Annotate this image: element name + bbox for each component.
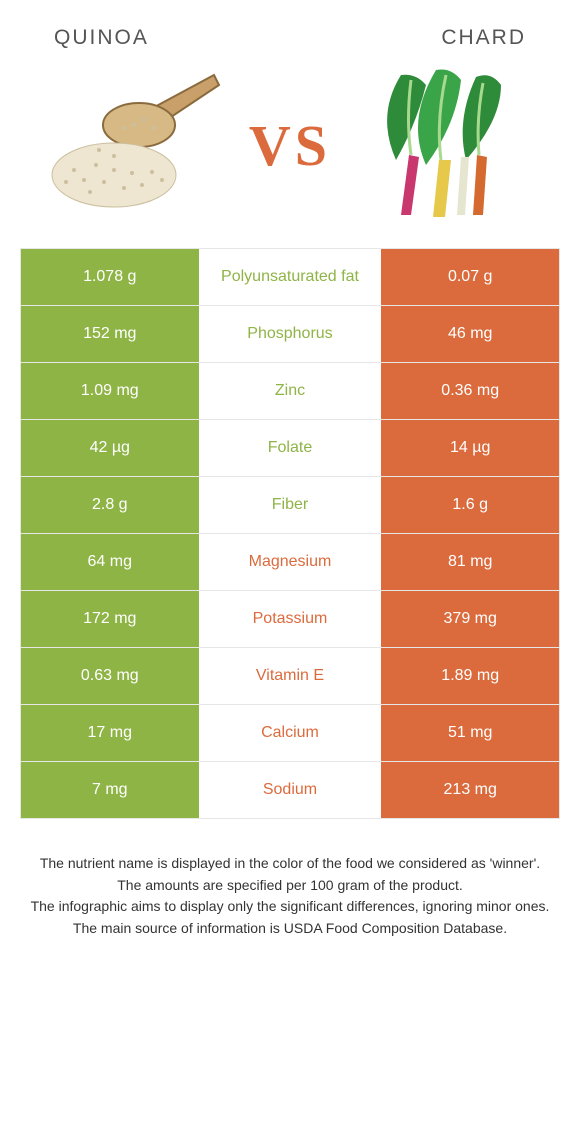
nutrient-label: Potassium: [199, 591, 382, 647]
right-value: 213 mg: [381, 762, 559, 818]
comparison-table: 1.078 g Polyunsaturated fat 0.07 g 152 m…: [20, 248, 560, 819]
table-row: 172 mg Potassium 379 mg: [21, 590, 559, 647]
table-row: 64 mg Magnesium 81 mg: [21, 533, 559, 590]
right-value: 81 mg: [381, 534, 559, 590]
nutrient-label: Magnesium: [199, 534, 382, 590]
left-value: 152 mg: [21, 306, 199, 362]
nutrient-label: Fiber: [199, 477, 382, 533]
left-value: 64 mg: [21, 534, 199, 590]
chard-icon: [371, 65, 521, 225]
table-row: 17 mg Calcium 51 mg: [21, 704, 559, 761]
right-value: 46 mg: [381, 306, 559, 362]
left-value: 17 mg: [21, 705, 199, 761]
table-row: 152 mg Phosphorus 46 mg: [21, 305, 559, 362]
table-row: 2.8 g Fiber 1.6 g: [21, 476, 559, 533]
left-value: 1.09 mg: [21, 363, 199, 419]
nutrient-label: Polyunsaturated fat: [199, 249, 382, 305]
nutrient-label: Sodium: [199, 762, 382, 818]
left-value: 0.63 mg: [21, 648, 199, 704]
left-value: 42 µg: [21, 420, 199, 476]
nutrient-label: Folate: [199, 420, 382, 476]
nutrient-label: Vitamin E: [199, 648, 382, 704]
nutrient-label: Phosphorus: [199, 306, 382, 362]
right-food-title: CHARD: [441, 26, 526, 50]
vs-label: VS: [249, 112, 331, 179]
titles-row: QUINOA CHARD: [0, 0, 580, 58]
right-value: 1.6 g: [381, 477, 559, 533]
table-row: 1.09 mg Zinc 0.36 mg: [21, 362, 559, 419]
chard-illustration: [356, 65, 536, 225]
nutrient-label: Calcium: [199, 705, 382, 761]
right-value: 379 mg: [381, 591, 559, 647]
left-value: 1.078 g: [21, 249, 199, 305]
right-value: 14 µg: [381, 420, 559, 476]
left-value: 7 mg: [21, 762, 199, 818]
table-row: 1.078 g Polyunsaturated fat 0.07 g: [21, 248, 559, 305]
left-food-title: QUINOA: [54, 26, 149, 50]
left-value: 2.8 g: [21, 477, 199, 533]
right-value: 0.07 g: [381, 249, 559, 305]
left-value: 172 mg: [21, 591, 199, 647]
caption-line: The infographic aims to display only the…: [28, 896, 552, 918]
caption-line: The amounts are specified per 100 gram o…: [28, 875, 552, 897]
quinoa-icon: [44, 70, 224, 220]
hero-row: VS: [0, 58, 580, 248]
quinoa-illustration: [44, 65, 224, 225]
caption-line: The nutrient name is displayed in the co…: [28, 853, 552, 875]
caption-line: The main source of information is USDA F…: [28, 918, 552, 940]
table-row: 0.63 mg Vitamin E 1.89 mg: [21, 647, 559, 704]
footer-caption: The nutrient name is displayed in the co…: [0, 819, 580, 940]
right-value: 51 mg: [381, 705, 559, 761]
table-row: 7 mg Sodium 213 mg: [21, 761, 559, 818]
right-value: 0.36 mg: [381, 363, 559, 419]
table-row: 42 µg Folate 14 µg: [21, 419, 559, 476]
nutrient-label: Zinc: [199, 363, 382, 419]
right-value: 1.89 mg: [381, 648, 559, 704]
